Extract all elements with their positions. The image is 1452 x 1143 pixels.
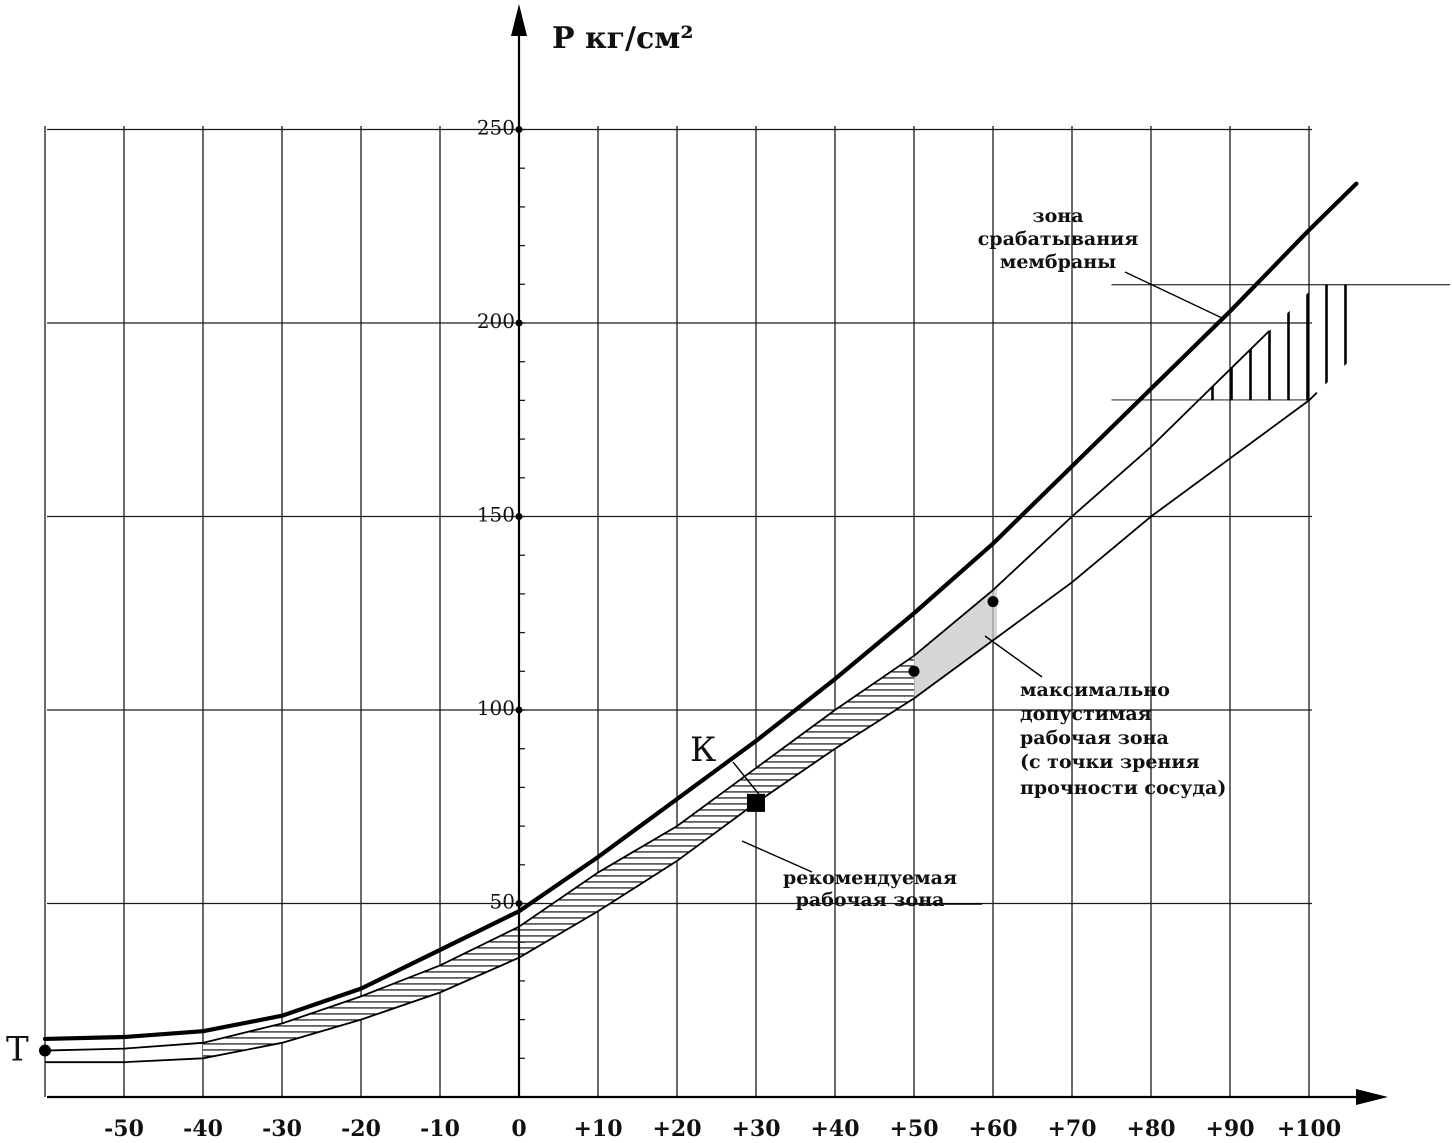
x-tick-label: +10 xyxy=(573,1116,622,1142)
membrane-annotation-2: срабатывания xyxy=(978,228,1139,250)
y-axis-title: P кг/см² xyxy=(552,21,693,56)
x-tick-label: 0 xyxy=(511,1116,526,1142)
membrane-zone xyxy=(1111,284,1450,401)
y-major-dot xyxy=(515,126,523,133)
x-tick-label: -50 xyxy=(104,1116,144,1142)
max-zone-fill xyxy=(914,586,997,699)
recommended-annotation-1: рекомендуемая xyxy=(783,867,957,889)
max-allowed-zone xyxy=(914,586,997,699)
x-tick-label: +90 xyxy=(1205,1116,1254,1142)
x-tick-label: +40 xyxy=(810,1116,859,1142)
y-tick-label: 200 xyxy=(477,309,515,333)
grid xyxy=(44,126,1312,1097)
y-tick-label: 250 xyxy=(477,116,515,140)
y-tick-label: 150 xyxy=(477,503,515,527)
recommended-annotation-2: рабочая зона xyxy=(796,889,945,911)
y-major-dot xyxy=(515,900,523,907)
max-zone-annotation-1: максимально xyxy=(1020,679,1170,701)
annotations: зона срабатывания мембраны максимально д… xyxy=(732,205,1226,911)
point-k-marker xyxy=(747,793,765,812)
zone-boundary-point xyxy=(908,665,920,677)
max-zone-annotation-3: рабочая зона xyxy=(1020,727,1169,749)
markers: ТК xyxy=(6,596,999,1070)
recommended-zone-fill xyxy=(203,655,914,1059)
max-zone-annotation-4: (с точки зрения xyxy=(1020,751,1200,773)
axes xyxy=(47,4,1388,1105)
y-axis-arrow xyxy=(511,4,527,36)
recommended-leader xyxy=(741,840,813,873)
membrane-leader xyxy=(1124,271,1223,319)
point-k-label: К xyxy=(690,730,716,770)
x-tick-label: -40 xyxy=(183,1116,223,1142)
x-tick-label: +80 xyxy=(1126,1116,1175,1142)
x-tick-label: +30 xyxy=(731,1116,780,1142)
max-zone-annotation-2: допустимая xyxy=(1020,703,1152,725)
point-t-label: Т xyxy=(6,1030,29,1070)
x-tick-label: -20 xyxy=(341,1116,381,1142)
recommended-zone xyxy=(203,655,914,1059)
y-major-dot xyxy=(515,319,523,327)
x-tick-label: +50 xyxy=(889,1116,938,1142)
main-curve xyxy=(42,181,1359,1042)
x-tick-label: +70 xyxy=(1047,1116,1096,1142)
tick-labels: -50 -40 -30 -20 -10 0 +10 +20 +30 +40 +50 +60 +70 +80… xyxy=(104,116,1341,1143)
point-t-marker xyxy=(39,1044,51,1057)
membrane-annotation-1: зона xyxy=(1032,205,1083,227)
y-major-dot xyxy=(515,513,523,520)
x-axis-arrow xyxy=(1356,1089,1388,1105)
max-zone-annotation-5: прочности сосуда) xyxy=(1020,777,1226,799)
membrane-annotation-3: мембраны xyxy=(1000,251,1116,273)
x-tick-label: -30 xyxy=(262,1116,302,1142)
lower-bound-curve xyxy=(45,392,1318,1064)
curves xyxy=(42,181,1359,1064)
max-zone-leader xyxy=(984,635,1043,678)
x-tick-label: -10 xyxy=(420,1116,460,1142)
upper-bound-curve xyxy=(44,330,1271,1052)
x-tick-label: +100 xyxy=(1277,1116,1341,1142)
y-major-dot xyxy=(515,706,523,714)
y-tick-label: 50 xyxy=(490,890,515,914)
zone-boundary-point xyxy=(987,596,999,608)
y-tick-label: 100 xyxy=(477,696,515,720)
x-tick-label: +60 xyxy=(968,1116,1017,1142)
membrane-hatch xyxy=(1116,284,1347,401)
x-tick-label: +20 xyxy=(652,1116,701,1142)
k-leader xyxy=(732,761,763,799)
